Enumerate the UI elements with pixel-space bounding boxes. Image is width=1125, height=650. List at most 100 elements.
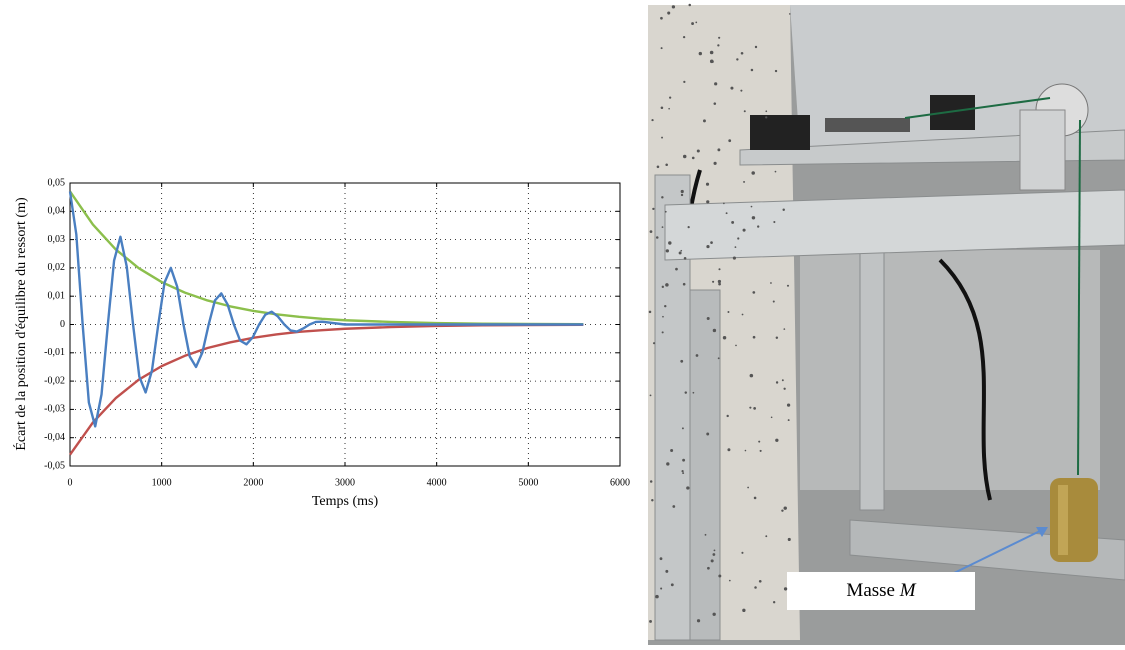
speckle bbox=[678, 251, 682, 255]
speckle bbox=[664, 304, 667, 308]
speckle bbox=[765, 535, 768, 538]
cable bbox=[938, 258, 992, 501]
speckle bbox=[717, 279, 722, 284]
speckle bbox=[680, 359, 684, 363]
speckle bbox=[759, 449, 762, 452]
speckle bbox=[786, 284, 790, 287]
speckle bbox=[681, 427, 684, 430]
speckle bbox=[775, 336, 779, 339]
series-line bbox=[68, 191, 584, 428]
speckle bbox=[783, 328, 786, 330]
photo: Masse M bbox=[648, 3, 1125, 645]
speckle bbox=[770, 416, 773, 419]
y-tick-label: 0,03 bbox=[48, 234, 66, 245]
speckle bbox=[753, 496, 757, 500]
speckle bbox=[668, 107, 670, 110]
speckle bbox=[732, 256, 736, 260]
speckle bbox=[649, 619, 652, 623]
speckle bbox=[660, 47, 663, 50]
speckle bbox=[659, 557, 663, 561]
speckle bbox=[717, 357, 720, 360]
speckle bbox=[740, 51, 744, 55]
speckle bbox=[718, 574, 722, 578]
speckle bbox=[731, 220, 735, 224]
speckle bbox=[742, 608, 746, 612]
speckle bbox=[662, 315, 664, 318]
speckle bbox=[718, 268, 721, 271]
speckle bbox=[727, 310, 730, 313]
frame-post bbox=[689, 289, 721, 641]
series-line bbox=[69, 190, 584, 326]
speckle bbox=[718, 282, 721, 286]
speckle bbox=[688, 3, 691, 7]
speckle bbox=[675, 267, 678, 271]
speckle bbox=[665, 569, 669, 573]
speckle bbox=[667, 11, 671, 15]
speckle bbox=[725, 212, 728, 215]
speckle bbox=[712, 612, 716, 616]
speckle bbox=[788, 13, 791, 15]
speckle bbox=[781, 379, 784, 382]
speckle bbox=[661, 196, 664, 199]
plot-frame bbox=[69, 182, 621, 467]
speckle bbox=[660, 16, 663, 20]
mass-highlight bbox=[1058, 485, 1068, 555]
sensor bbox=[930, 95, 975, 130]
speckle bbox=[740, 89, 743, 92]
y-tick-label: -0,04 bbox=[44, 432, 65, 443]
x-tick-label: 6000 bbox=[610, 477, 630, 488]
y-axis-label: Écart de la position d'équilibre du ress… bbox=[12, 197, 29, 451]
panel bbox=[800, 250, 1100, 490]
speckle bbox=[728, 139, 732, 143]
speckle bbox=[698, 51, 702, 56]
y-tick-label: -0,03 bbox=[44, 404, 65, 415]
speckle bbox=[695, 354, 699, 357]
speckle bbox=[668, 241, 672, 245]
speckle bbox=[786, 403, 791, 407]
speckle bbox=[775, 438, 779, 442]
speckle bbox=[656, 165, 660, 169]
speckle bbox=[706, 432, 710, 436]
speckle bbox=[649, 480, 653, 483]
speckle bbox=[661, 331, 664, 334]
speckle bbox=[671, 5, 676, 9]
speckle bbox=[741, 551, 744, 554]
speckle bbox=[753, 407, 756, 410]
speckle bbox=[774, 170, 777, 173]
speckle bbox=[758, 579, 762, 583]
speckle bbox=[682, 472, 685, 475]
label-text: Masse bbox=[846, 580, 895, 601]
speckle bbox=[752, 291, 756, 294]
speckle bbox=[713, 102, 717, 105]
speckle bbox=[722, 335, 727, 340]
y-tick-label: -0,02 bbox=[44, 375, 65, 386]
speckle bbox=[649, 394, 652, 397]
speckle bbox=[648, 310, 652, 314]
speckle bbox=[744, 449, 747, 452]
speckle bbox=[696, 149, 700, 153]
speckle bbox=[684, 391, 688, 394]
frame-bar bbox=[664, 189, 1125, 261]
speckle bbox=[736, 58, 739, 61]
speckle bbox=[765, 116, 768, 119]
speckle bbox=[680, 189, 684, 194]
speckle bbox=[727, 448, 731, 452]
speckle bbox=[713, 549, 716, 552]
speckle bbox=[770, 282, 772, 284]
speckle bbox=[750, 205, 753, 208]
x-tick-label: 5000 bbox=[518, 477, 538, 488]
speckle bbox=[774, 69, 778, 73]
speckle bbox=[765, 110, 768, 113]
speckle bbox=[741, 313, 744, 316]
speckle bbox=[735, 344, 737, 347]
y-tick-label: 0 bbox=[60, 319, 65, 330]
speckle bbox=[714, 82, 718, 86]
mass-label: Masse M bbox=[846, 580, 916, 601]
speckle bbox=[660, 587, 663, 590]
speckle bbox=[749, 406, 752, 409]
speckle bbox=[665, 249, 669, 253]
speckle bbox=[696, 619, 701, 623]
speckle bbox=[782, 208, 785, 211]
speckle bbox=[661, 285, 664, 289]
speckle bbox=[649, 230, 653, 234]
